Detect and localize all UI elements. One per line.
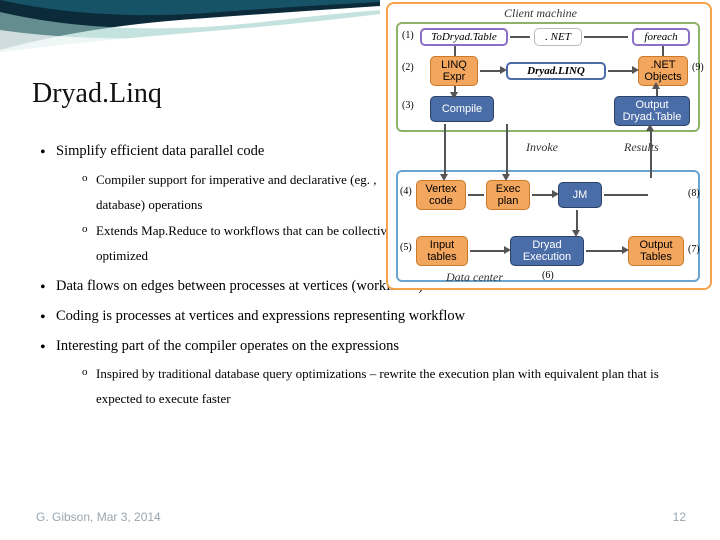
label-4: (4) bbox=[400, 186, 412, 197]
node-net: . NET bbox=[534, 28, 582, 46]
label-2: (2) bbox=[402, 62, 414, 73]
node-dryadlinq: Dryad.LINQ bbox=[506, 62, 606, 80]
bullet-4: Interesting part of the compiler operate… bbox=[40, 335, 700, 412]
node-jm: JM bbox=[558, 182, 602, 208]
node-foreach: foreach bbox=[632, 28, 690, 46]
architecture-diagram: Client machine Data center ToDryad.Table… bbox=[386, 0, 714, 300]
invoke-label: Invoke bbox=[526, 140, 558, 155]
node-vertex-code: Vertex code bbox=[416, 180, 466, 210]
bullet-1-2: Extends Map.Reduce to workflows that can… bbox=[82, 219, 422, 268]
label-9: (9) bbox=[692, 62, 704, 73]
footer-author-date: G. Gibson, Mar 3, 2014 bbox=[36, 510, 161, 524]
node-output-dryadtable: Output Dryad.Table bbox=[614, 96, 690, 126]
datacenter-region-label: Data center bbox=[446, 270, 503, 285]
node-exec-plan: Exec plan bbox=[486, 180, 530, 210]
node-net-objects: .NET Objects bbox=[638, 56, 688, 86]
header-decoration bbox=[0, 0, 380, 60]
bullet-4-text: Interesting part of the compiler operate… bbox=[56, 338, 399, 354]
node-output-tables: Output Tables bbox=[628, 236, 684, 266]
label-6: (6) bbox=[542, 270, 554, 281]
node-input-tables: Input tables bbox=[416, 236, 468, 266]
slide-title: Dryad.Linq bbox=[32, 78, 162, 110]
node-todryadtable: ToDryad.Table bbox=[420, 28, 508, 46]
node-linq-expr: LINQ Expr bbox=[430, 56, 478, 86]
label-1: (1) bbox=[402, 30, 414, 41]
bullet-4-1: Inspired by traditional database query o… bbox=[82, 362, 700, 411]
client-region-label: Client machine bbox=[504, 6, 577, 21]
bullet-1-1: Compiler support for imperative and decl… bbox=[82, 168, 422, 217]
bullet-1-text: Simplify efficient data parallel code bbox=[56, 143, 264, 159]
footer-page-number: 12 bbox=[673, 510, 686, 524]
label-8: (8) bbox=[688, 188, 700, 199]
label-7: (7) bbox=[688, 244, 700, 255]
bullet-3: Coding is processes at vertices and expr… bbox=[40, 305, 700, 329]
results-label: Results bbox=[624, 140, 659, 155]
label-5: (5) bbox=[400, 242, 412, 253]
node-dryad-execution: Dryad Execution bbox=[510, 236, 584, 266]
node-compile: Compile bbox=[430, 96, 494, 122]
label-3: (3) bbox=[402, 100, 414, 111]
